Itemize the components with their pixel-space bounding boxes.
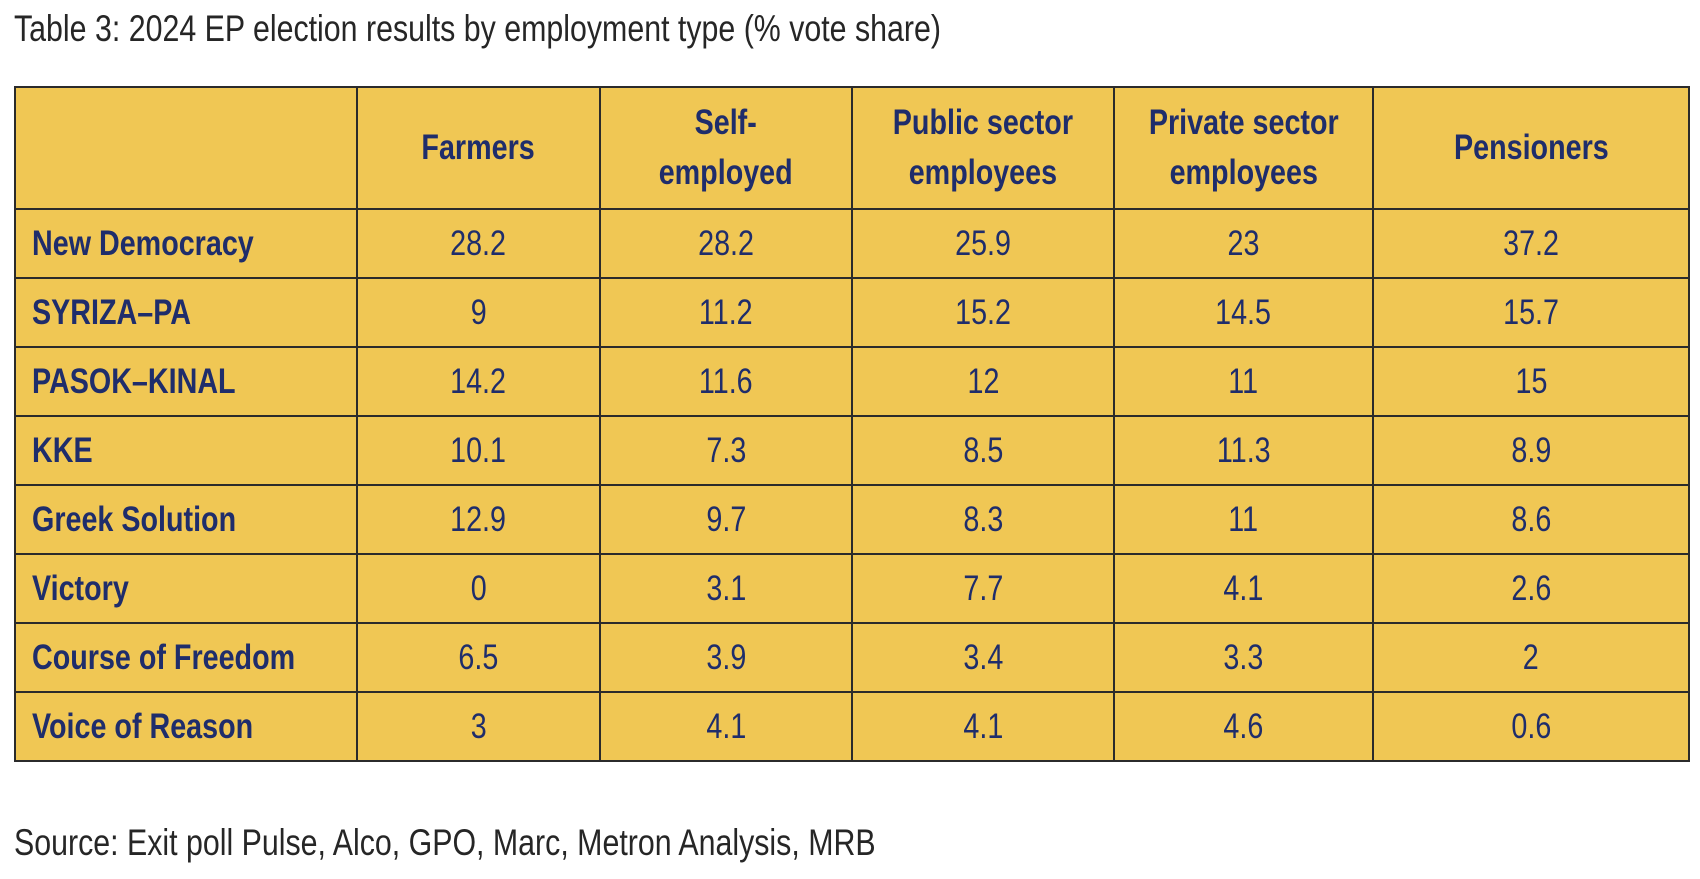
table-cell: 11.2 <box>599 277 853 348</box>
table-cell: 9 <box>356 277 601 348</box>
table-cell: 15.2 <box>851 277 1115 348</box>
row-label: PASOK–KINAL <box>14 346 358 417</box>
table-cell: 23 <box>1113 208 1374 279</box>
table-cell: 11.3 <box>1113 415 1374 486</box>
table-cell: 3.1 <box>599 553 853 624</box>
results-table: Farmers Self- employed Public sector emp… <box>14 86 1690 762</box>
column-header: Farmers <box>356 86 601 210</box>
column-header: Self- employed <box>599 86 853 210</box>
table-cell: 7.7 <box>851 553 1115 624</box>
table-cell: 11.6 <box>599 346 853 417</box>
table-cell: 4.1 <box>1113 553 1374 624</box>
table-cell: 8.5 <box>851 415 1115 486</box>
table-cell: 3.3 <box>1113 622 1374 693</box>
corner-cell <box>14 86 358 210</box>
row-label: Victory <box>14 553 358 624</box>
table-cell: 0.6 <box>1372 691 1690 762</box>
table-row: Voice of Reason 3 4.1 4.1 4.6 0.6 <box>14 691 1690 762</box>
table-cell: 15 <box>1372 346 1690 417</box>
table-cell: 2.6 <box>1372 553 1690 624</box>
table-cell: 25.9 <box>851 208 1115 279</box>
table-row: Victory 0 3.1 7.7 4.1 2.6 <box>14 553 1690 624</box>
table-cell: 6.5 <box>356 622 601 693</box>
table-cell: 11 <box>1113 484 1374 555</box>
column-header: Public sector employees <box>851 86 1115 210</box>
table-row: SYRIZA–PA 9 11.2 15.2 14.5 15.7 <box>14 277 1690 348</box>
table-cell: 4.6 <box>1113 691 1374 762</box>
table-cell: 14.5 <box>1113 277 1374 348</box>
table-cell: 12 <box>851 346 1115 417</box>
row-label: KKE <box>14 415 358 486</box>
table-cell: 3.9 <box>599 622 853 693</box>
table-cell: 3 <box>356 691 601 762</box>
table-cell: 9.7 <box>599 484 853 555</box>
row-label: Voice of Reason <box>14 691 358 762</box>
header-row: Farmers Self- employed Public sector emp… <box>14 86 1690 210</box>
table-row: Course of Freedom 6.5 3.9 3.4 3.3 2 <box>14 622 1690 693</box>
table-cell: 8.9 <box>1372 415 1690 486</box>
table-cell: 10.1 <box>356 415 601 486</box>
table-cell: 4.1 <box>599 691 853 762</box>
table-cell: 28.2 <box>356 208 601 279</box>
table-cell: 3.4 <box>851 622 1115 693</box>
table-cell: 15.7 <box>1372 277 1690 348</box>
row-label: New Democracy <box>14 208 358 279</box>
table-cell: 37.2 <box>1372 208 1690 279</box>
table-caption: Table 3: 2024 EP election results by emp… <box>14 8 941 49</box>
table-row: KKE 10.1 7.3 8.5 11.3 8.9 <box>14 415 1690 486</box>
table-cell: 14.2 <box>356 346 601 417</box>
table-cell: 4.1 <box>851 691 1115 762</box>
table-cell: 8.6 <box>1372 484 1690 555</box>
table-cell: 0 <box>356 553 601 624</box>
table-row: PASOK–KINAL 14.2 11.6 12 11 15 <box>14 346 1690 417</box>
table-cell: 11 <box>1113 346 1374 417</box>
table-cell: 7.3 <box>599 415 853 486</box>
table-cell: 28.2 <box>599 208 853 279</box>
table-cell: 2 <box>1372 622 1690 693</box>
row-label: Greek Solution <box>14 484 358 555</box>
table-cell: 12.9 <box>356 484 601 555</box>
table-row: New Democracy 28.2 28.2 25.9 23 37.2 <box>14 208 1690 279</box>
source-note: Source: Exit poll Pulse, Alco, GPO, Marc… <box>14 822 876 863</box>
table-cell: 8.3 <box>851 484 1115 555</box>
column-header: Pensioners <box>1372 86 1690 210</box>
row-label: Course of Freedom <box>14 622 358 693</box>
row-label: SYRIZA–PA <box>14 277 358 348</box>
table-row: Greek Solution 12.9 9.7 8.3 11 8.6 <box>14 484 1690 555</box>
column-header: Private sector employees <box>1113 86 1374 210</box>
